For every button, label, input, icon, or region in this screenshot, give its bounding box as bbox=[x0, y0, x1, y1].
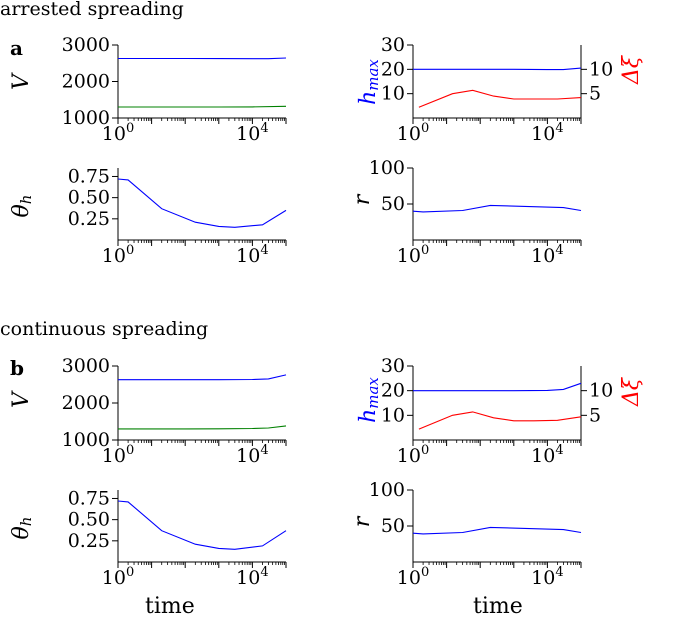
y-axis-label: r bbox=[350, 515, 375, 527]
series-line-red bbox=[418, 89, 582, 108]
series-line-blue bbox=[118, 57, 287, 60]
y-tick-label: 0.25 bbox=[68, 208, 110, 230]
series-line-blue bbox=[413, 67, 582, 71]
series-line-blue bbox=[117, 178, 287, 228]
x-tick-label: 104 bbox=[236, 443, 268, 467]
y-tick-label: 50 bbox=[381, 193, 405, 215]
x-tick-label: 104 bbox=[531, 243, 563, 267]
y-tick-label: 10 bbox=[381, 404, 405, 426]
chart-a-r: 100 104 50 100 bbox=[369, 157, 582, 267]
x-tick-label: 100 bbox=[102, 565, 134, 589]
y-axis-label: hmax bbox=[356, 377, 382, 423]
x-tick-label: 100 bbox=[397, 121, 429, 145]
y-axis-label: hmax bbox=[356, 59, 382, 105]
y-tick-label: 0.50 bbox=[68, 509, 110, 531]
x-axis-label-left: time bbox=[145, 594, 195, 619]
y-tick-label: 1000 bbox=[62, 107, 110, 129]
series-line-blue bbox=[412, 204, 582, 213]
chart-a-theta: 100 104 0.250.500.75 bbox=[68, 165, 287, 267]
y-tick-label: 100 bbox=[369, 157, 405, 179]
y-tick-label: 2000 bbox=[62, 392, 110, 414]
x-axis-label-right: time bbox=[473, 594, 523, 619]
y-tick-label: 10 bbox=[381, 83, 405, 105]
y2-tick-label: 10 bbox=[589, 380, 613, 402]
panel-label-a: a bbox=[10, 36, 23, 60]
x-tick-label: 100 bbox=[397, 565, 429, 589]
y-tick-label: 20 bbox=[381, 58, 405, 80]
y-axis-label: V bbox=[9, 390, 34, 408]
series-line-green bbox=[118, 425, 287, 430]
y-axis-label: r bbox=[350, 193, 375, 205]
series-line-blue bbox=[412, 526, 582, 535]
y-tick-label: 3000 bbox=[62, 355, 110, 377]
y-tick-label: 20 bbox=[381, 380, 405, 402]
x-tick-label: 100 bbox=[397, 443, 429, 467]
chart-b-r: 100 104 50 100 bbox=[369, 479, 582, 589]
panel-label-b: b bbox=[10, 356, 24, 380]
y-tick-label: 3000 bbox=[62, 34, 110, 56]
x-tick-label: 104 bbox=[531, 121, 563, 145]
series-line-blue bbox=[118, 374, 287, 381]
y-tick-label: 1000 bbox=[62, 429, 110, 451]
y-axis-label: θh bbox=[9, 517, 35, 540]
section-heading-arrested: arrested spreading bbox=[0, 0, 184, 20]
series-line-blue bbox=[413, 382, 582, 392]
y-axis-label: V bbox=[9, 72, 34, 90]
chart-b-theta: 100 104 0.250.500.75 bbox=[68, 487, 287, 589]
series-line-blue bbox=[117, 500, 287, 550]
x-tick-label: 104 bbox=[236, 565, 268, 589]
series-line-red bbox=[418, 411, 582, 430]
x-tick-label: 100 bbox=[397, 243, 429, 267]
y-tick-label: 30 bbox=[381, 355, 405, 377]
y-tick-label: 2000 bbox=[62, 71, 110, 93]
y-tick-label: 0.75 bbox=[68, 165, 110, 187]
y-axis-label: θh bbox=[9, 195, 35, 218]
y2-tick-label: 5 bbox=[589, 83, 601, 105]
y2-tick-label: 10 bbox=[589, 58, 613, 80]
series-line-green bbox=[118, 105, 287, 108]
y2-axis-label: Δξ bbox=[619, 376, 644, 407]
section-heading-continuous: continuous spreading bbox=[0, 318, 209, 340]
y2-tick-label: 5 bbox=[589, 404, 601, 426]
x-tick-label: 100 bbox=[102, 243, 134, 267]
x-tick-label: 104 bbox=[531, 565, 563, 589]
y2-axis-label: Δξ bbox=[619, 54, 644, 85]
y-tick-label: 100 bbox=[369, 479, 405, 501]
y-tick-label: 30 bbox=[381, 34, 405, 56]
x-tick-label: 104 bbox=[236, 121, 268, 145]
y-tick-label: 0.25 bbox=[68, 530, 110, 552]
y-tick-label: 0.50 bbox=[68, 187, 110, 209]
x-tick-label: 104 bbox=[236, 243, 268, 267]
y-tick-label: 0.75 bbox=[68, 487, 110, 509]
y-tick-label: 50 bbox=[381, 515, 405, 537]
x-tick-label: 104 bbox=[531, 443, 563, 467]
